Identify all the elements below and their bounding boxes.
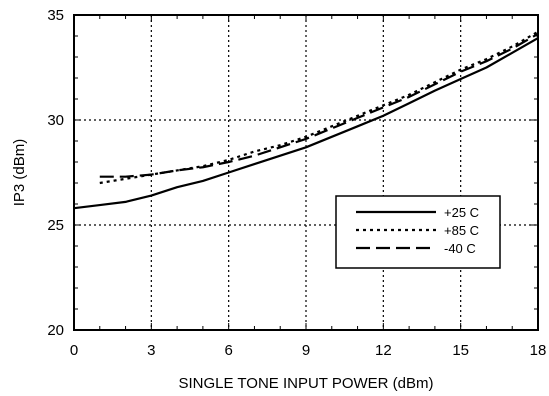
- y-tick-label-35: 35: [47, 7, 64, 24]
- y-tick-label-20: 20: [47, 322, 64, 339]
- x-tick-label-9: 9: [302, 342, 310, 359]
- x-tick-label-3: 3: [147, 342, 155, 359]
- grid-lines: [74, 15, 538, 330]
- plot-area-frame: [73, 14, 539, 331]
- legend-label-1: +85 C: [444, 223, 479, 238]
- legend-label-0: +25 C: [444, 205, 479, 220]
- series-line-40c: [99, 32, 539, 178]
- series-line-25c: [73, 37, 539, 210]
- axis-tick-labels: 0 3 6 9 12 15 18 20 25 30 35: [47, 7, 546, 359]
- series-line-85c: [99, 30, 539, 185]
- axis-ticks: [73, 14, 539, 331]
- x-tick-label-15: 15: [452, 342, 469, 359]
- x-axis-title: SINGLE TONE INPUT POWER (dBm): [178, 375, 433, 392]
- x-tick-label-12: 12: [375, 342, 392, 359]
- x-tick-label-18: 18: [530, 342, 547, 359]
- x-tick-label-6: 6: [224, 342, 232, 359]
- x-tick-label-0: 0: [70, 342, 78, 359]
- legend-box: [335, 195, 501, 269]
- y-tick-label-25: 25: [47, 217, 64, 234]
- y-axis-title: IP3 (dBm): [11, 139, 28, 207]
- legend-label-2: -40 C: [444, 241, 476, 256]
- y-tick-label-30: 30: [47, 112, 64, 129]
- series-lines: [73, 30, 539, 210]
- legend: +25 C +85 C -40 C: [335, 195, 501, 269]
